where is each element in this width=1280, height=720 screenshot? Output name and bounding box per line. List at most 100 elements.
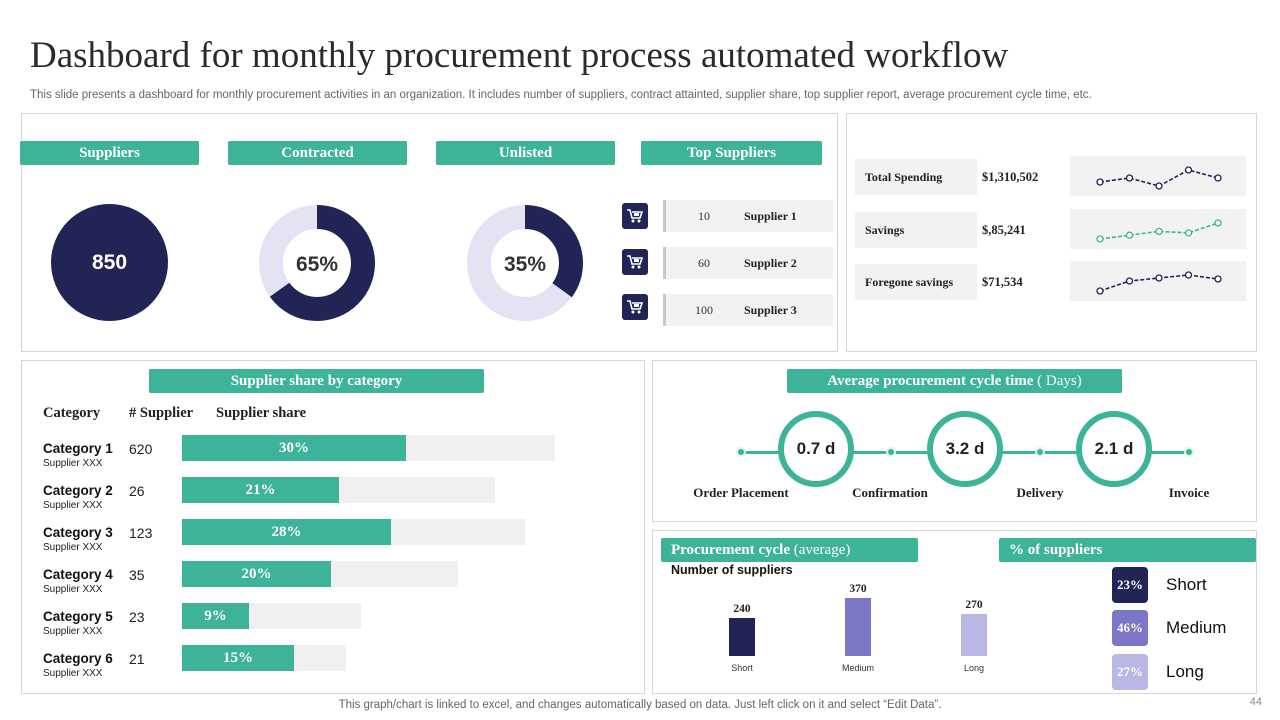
unlisted-donut-arc: [467, 205, 583, 321]
cycle-time-title-unit: ( Days): [1037, 373, 1082, 389]
unlisted-label: Unlisted: [436, 141, 615, 165]
sparkline-point: [1184, 166, 1193, 174]
sparkline-point: [1155, 182, 1163, 190]
category-sub: Supplier XXX: [43, 668, 103, 679]
step-dot: [1035, 447, 1045, 457]
share-bar-track: 9%: [182, 603, 361, 629]
sparkline-point: [1184, 271, 1193, 279]
cycle-time-title-bold: Average procurement cycle time: [827, 373, 1034, 389]
category-header: Category: [43, 405, 101, 421]
total-spending-sparkline: [1070, 156, 1246, 196]
sparkline-point: [1214, 275, 1222, 283]
page-title: Dashboard for monthly procurement proces…: [30, 35, 1009, 76]
supplier-share-title: Supplier share by category: [149, 369, 484, 393]
total-spending-label: Total Spending: [865, 170, 943, 184]
category-supplier-count: 26: [129, 483, 145, 499]
category-name: Category 6: [43, 651, 113, 666]
cart-icon: [622, 294, 648, 320]
category-supplier-count: 35: [129, 567, 145, 583]
savings-box: Savings: [855, 212, 977, 248]
share-bar-track: 20%: [182, 561, 458, 587]
bar-long: [961, 614, 987, 656]
category-name: Category 1: [43, 441, 113, 456]
step-label: Delivery: [1016, 485, 1064, 500]
bar-value-label: 270: [965, 599, 983, 611]
bar-medium: [845, 598, 871, 656]
procurement-cycle-title: Procurement cycle (average): [661, 538, 918, 562]
foregone-savings-sparkline: [1070, 261, 1246, 301]
duration-value: 2.1 d: [1094, 439, 1134, 458]
share-bar: 30%: [182, 435, 406, 461]
category-sub: Supplier XXX: [43, 584, 103, 595]
page-number: 44: [1249, 696, 1262, 708]
step-dot: [736, 447, 746, 457]
suppliers-label: Suppliers: [20, 141, 199, 165]
sparkline-point: [1214, 174, 1222, 182]
unlisted-donut: 35%: [467, 205, 583, 321]
step-label: Confirmation: [852, 485, 928, 500]
category-name: Category 3: [43, 525, 113, 540]
top-supplier-name: Supplier 1: [744, 209, 797, 223]
step-dot: [886, 447, 896, 457]
cart-icon: [622, 203, 648, 229]
sparkline-point: [1096, 235, 1104, 243]
category-supplier-count: 123: [129, 525, 153, 541]
savings-sparkline: [1070, 209, 1246, 249]
pct-suppliers-title: % of suppliers: [999, 538, 1256, 562]
duration-ring: 2.1 d: [1076, 411, 1152, 487]
top-supplier-count: 60: [698, 256, 710, 270]
share-bar-track: 15%: [182, 645, 346, 671]
foregone-savings-box: Foregone savings: [855, 264, 977, 300]
sparkline-point: [1214, 219, 1222, 227]
share-bar-track: 28%: [182, 519, 525, 545]
cart-icon: [622, 249, 648, 275]
top-supplier-count: 100: [695, 303, 713, 317]
category-sub: Supplier XXX: [43, 542, 103, 553]
top-supplier-row: 100 Supplier 3: [663, 294, 833, 326]
top-supplier-row: 10 Supplier 1: [663, 200, 833, 232]
total-spending-box: Total Spending: [855, 159, 977, 195]
category-sub: Supplier XXX: [43, 626, 103, 637]
top-supplier-name: Supplier 3: [744, 303, 797, 317]
chart-ylabel: Number of suppliers: [671, 563, 793, 577]
pct-label: Long: [1166, 662, 1204, 681]
pct-badge: 23%: [1112, 567, 1148, 603]
foregone-savings-value: $71,534: [982, 275, 1023, 289]
unlisted-value: 35%: [504, 253, 546, 276]
share-bar: 15%: [182, 645, 294, 671]
savings-value: $,85,241: [982, 223, 1026, 237]
suppliers-circle: 850: [51, 204, 168, 321]
category-name: Category 5: [43, 609, 113, 624]
cycle-time-title: Average procurement cycle time ( Days): [787, 369, 1122, 393]
pct-badge: 27%: [1112, 654, 1148, 690]
bar-category-label: Medium: [841, 663, 874, 673]
pct-label: Short: [1166, 575, 1207, 594]
category-supplier-count: 620: [129, 441, 153, 457]
top-supplier-name: Supplier 2: [744, 256, 797, 270]
sparkline-point: [1155, 227, 1163, 236]
share-bar-track: 21%: [182, 477, 495, 503]
share-bar: 28%: [182, 519, 391, 545]
duration-ring: 3.2 d: [927, 411, 1003, 487]
contracted-donut-arc: [259, 205, 375, 321]
duration-value: 0.7 d: [796, 439, 836, 458]
foregone-savings-label: Foregone savings: [865, 275, 954, 289]
top-supplier-row: 60 Supplier 2: [663, 247, 833, 279]
sparkline-point: [1125, 277, 1134, 285]
share-bar: 20%: [182, 561, 331, 587]
sparkline-point: [1096, 178, 1104, 186]
sparkline-point: [1125, 231, 1134, 239]
share-bar: 21%: [182, 477, 339, 503]
contracted-donut: 65%: [259, 205, 375, 321]
sparkline-path: [1099, 222, 1219, 240]
bar-value-label: 240: [733, 603, 751, 615]
page-subtitle: This slide presents a dashboard for mont…: [30, 89, 1092, 101]
supplier-count-header: # Supplier: [129, 405, 194, 421]
bar-short: [729, 618, 755, 656]
sparkline-point: [1125, 174, 1134, 182]
category-supplier-count: 21: [129, 651, 145, 667]
top-supplier-count: 10: [698, 209, 710, 223]
contracted-label: Contracted: [228, 141, 407, 165]
step-dot: [1184, 447, 1194, 457]
suppliers-value: 850: [91, 250, 128, 274]
